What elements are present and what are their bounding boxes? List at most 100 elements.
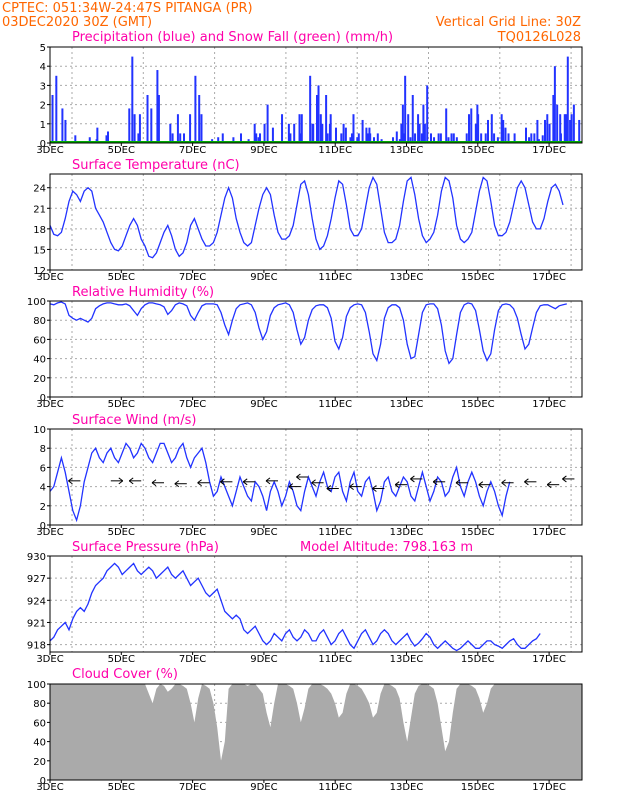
- rh-xtick: 9DEC: [250, 399, 277, 410]
- press-title: Surface Pressure (hPa): [72, 540, 219, 555]
- cloud-xtick: 7DEC: [179, 782, 206, 793]
- cloud-ytick: 0: [40, 776, 46, 787]
- precip-bar: [525, 127, 527, 143]
- precip-bar: [544, 119, 546, 143]
- temp-ytick: 12: [33, 266, 46, 277]
- wind-arrow-head: [394, 481, 400, 489]
- precip-bar: [289, 133, 292, 143]
- press-xtick: 5DEC: [108, 654, 135, 665]
- precip-bar: [329, 114, 332, 143]
- rh-ytick: 20: [33, 374, 46, 385]
- precip-bar: [392, 137, 394, 143]
- press-ytick: 918: [27, 641, 46, 652]
- temp-xtick: 9DEC: [250, 272, 277, 283]
- wind-xtick: 9DEC: [250, 527, 277, 538]
- precip-bar: [309, 75, 312, 143]
- precip-bar: [422, 104, 425, 143]
- temp-xtick: 13DEC: [390, 272, 424, 283]
- precip-frame: [49, 46, 583, 144]
- wind-arrow-head: [349, 483, 354, 490]
- precip-bar: [255, 133, 258, 143]
- wind-arrow-head: [68, 477, 73, 485]
- wind-arrow-head: [546, 481, 552, 489]
- precip-bar: [490, 114, 493, 143]
- temp-title: Surface Temperature (nC): [72, 158, 240, 173]
- cloud-title: Cloud Cover (%): [72, 667, 178, 682]
- precip-bar: [433, 137, 436, 143]
- precip-bar: [51, 95, 54, 143]
- wind-arrow-head: [197, 479, 202, 487]
- temp-xtick: 5DEC: [108, 272, 135, 283]
- precip-bar: [298, 114, 301, 143]
- precip-ytick: 1: [40, 120, 46, 131]
- precip-ytick: 5: [40, 43, 46, 54]
- precip-ytick: 0: [40, 139, 46, 150]
- precip-bar: [146, 95, 149, 143]
- precip-xtick: 7DEC: [179, 145, 206, 156]
- header-grid-note: Vertical Grid Line: 30Z: [436, 15, 581, 30]
- temp-xtick: 11DEC: [318, 272, 352, 283]
- cloud-xtick: 13DEC: [390, 782, 424, 793]
- precip-bar: [253, 123, 256, 143]
- precip-bar: [171, 133, 174, 143]
- cloud-frame: [49, 683, 583, 781]
- wind-xtick: 15DEC: [461, 527, 495, 538]
- cloud-ytick: 80: [33, 699, 46, 710]
- precip-bar: [156, 70, 159, 143]
- precip-bar: [342, 123, 345, 143]
- press-frame: [49, 555, 583, 653]
- precip-xtick: 9DEC: [250, 145, 277, 156]
- wind-xtick: 11DEC: [318, 527, 352, 538]
- precip-bar: [335, 127, 337, 143]
- precip-bar: [198, 95, 201, 143]
- precip-bar: [293, 123, 296, 143]
- header-code: TQ0126L028: [497, 30, 581, 45]
- precip-bar: [365, 127, 368, 143]
- precip-bar: [578, 119, 581, 143]
- precip-bar: [496, 137, 499, 143]
- wind-xtick: 5DEC: [108, 527, 135, 538]
- precip-bar: [404, 75, 407, 143]
- precip-bar: [418, 123, 421, 143]
- wind-ytick: 10: [33, 425, 46, 436]
- rh-xtick: 15DEC: [461, 399, 495, 410]
- precip-bar: [107, 131, 109, 143]
- wind-ytick: 4: [40, 483, 46, 494]
- precip-ytick: 2: [40, 101, 46, 112]
- precip-bar: [487, 119, 489, 143]
- precip-bar: [169, 123, 172, 143]
- precip-bar: [437, 133, 440, 143]
- precip-bar: [430, 133, 432, 143]
- precip-bar: [480, 133, 483, 143]
- precip-bar: [131, 56, 134, 143]
- precip-bar: [137, 133, 140, 143]
- precip-bar: [266, 104, 269, 143]
- precip-bar: [400, 123, 403, 143]
- press-xtick: 9DEC: [250, 654, 277, 665]
- wind-title: Surface Wind (m/s): [72, 413, 196, 428]
- precip-bar: [138, 114, 141, 143]
- wind-arrow-head: [372, 485, 377, 492]
- rh-ytick: 40: [33, 355, 46, 366]
- wind-frame: [49, 428, 583, 526]
- precip-bar: [133, 114, 136, 143]
- precip-bar: [349, 137, 352, 143]
- precip-ytick: 4: [40, 62, 46, 73]
- precip-bar: [504, 127, 507, 143]
- precip-bar: [232, 137, 235, 143]
- precip-bar: [326, 133, 329, 143]
- rh-title: Relative Humidity (%): [72, 285, 214, 300]
- precip-bar: [426, 85, 429, 143]
- precip-bar: [414, 133, 417, 143]
- wind-arrow-head: [242, 478, 248, 486]
- precip-bar: [373, 137, 375, 143]
- precip-bar: [395, 131, 398, 143]
- precip-bar: [74, 135, 77, 143]
- wind-arrow-head: [562, 475, 567, 483]
- precip-bar: [553, 66, 556, 143]
- precip-bar: [474, 123, 477, 143]
- precip-bar: [271, 127, 274, 143]
- wind-arrow-head: [118, 477, 124, 485]
- precip-xtick: 15DEC: [461, 145, 495, 156]
- rh-xtick: 3DEC: [36, 399, 63, 410]
